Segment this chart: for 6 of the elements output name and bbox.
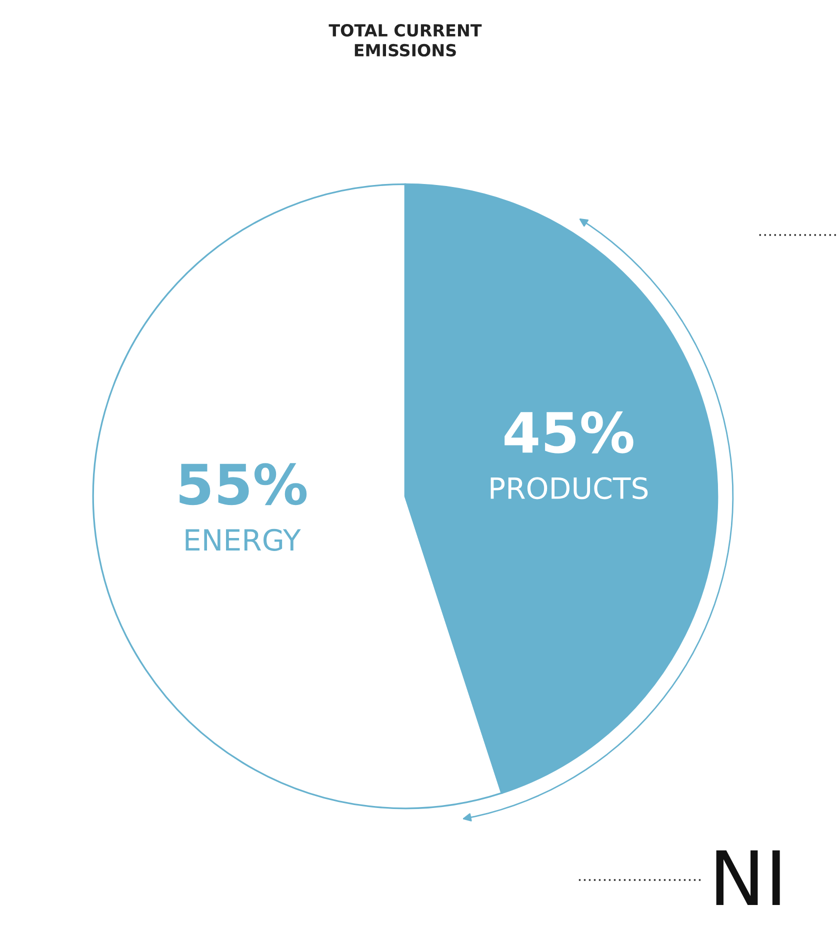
data-label: 45% (504, 411, 634, 454)
chart-title: TOTAL CURRENT EMISSIONS (328, 24, 482, 57)
slice-label: ENERGY (186, 528, 301, 551)
slice-label: PRODUCTS (490, 477, 648, 500)
data-label: 55% (180, 463, 307, 506)
text: NI (716, 850, 780, 905)
